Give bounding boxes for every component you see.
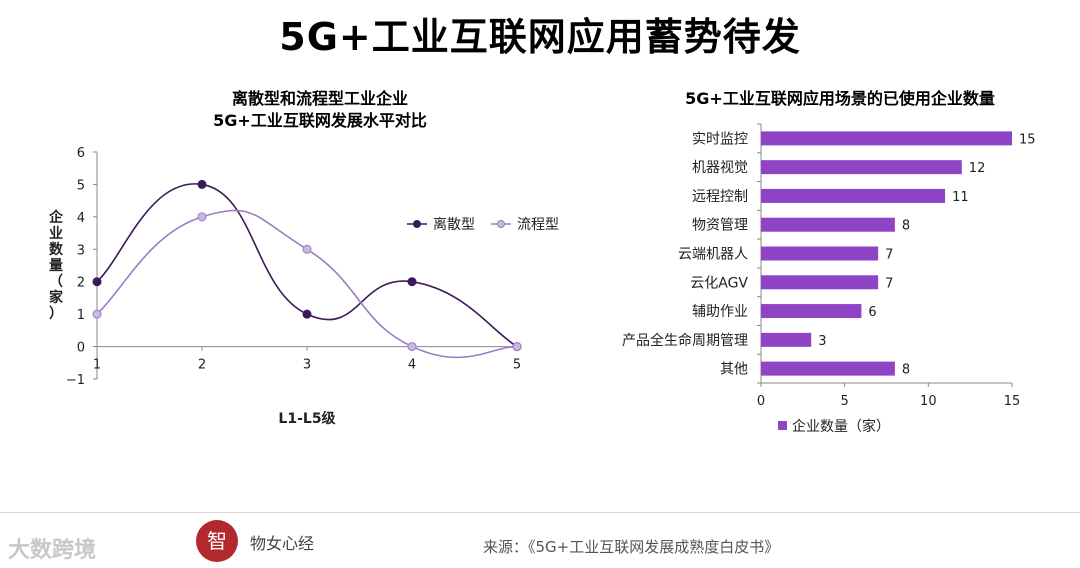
bar-chart-title: 5G+工业互联网应用场景的已使用企业数量	[685, 89, 995, 108]
line-chart-y-tick-label: 6	[77, 146, 85, 161]
page-title: 5G+工业互联网应用蓄势待发	[279, 15, 801, 59]
bar-chart-x-tick-label: 5	[841, 394, 849, 409]
line-series-2-point	[407, 342, 417, 352]
bar-chart-x-tick-label: 10	[920, 394, 937, 409]
bar-value-label: 11	[952, 190, 969, 205]
line-series-2-point	[512, 342, 522, 352]
bar	[761, 304, 862, 319]
line-series-2-point	[92, 309, 102, 319]
bar	[761, 131, 1012, 146]
line-chart-y-axis-label-char: 企	[48, 209, 64, 226]
bar-value-label: 12	[969, 161, 986, 176]
bar-value-label: 7	[885, 248, 893, 263]
bar-category-label: 云化AGV	[690, 275, 748, 291]
line-chart-x-tick-label: 3	[303, 358, 311, 373]
line-series-1-point	[92, 277, 102, 287]
bar-category-label: 物资管理	[692, 218, 748, 234]
bar-legend-swatch	[778, 421, 787, 430]
line-chart-x-tick-label: 1	[93, 358, 101, 373]
bar-category-label: 云端机器人	[678, 247, 748, 263]
bar-value-label: 15	[1019, 132, 1036, 147]
line-chart-y-axis-label-char: 家	[49, 289, 64, 306]
source-note: 来源：《5G+工业互联网发展成熟度白皮书》	[483, 538, 780, 556]
bar-legend-label: 企业数量（家）	[792, 418, 890, 435]
bar	[761, 217, 895, 232]
line-chart-y-axis-label-char: 业	[49, 226, 63, 242]
line-chart-x-axis-label: L1-L5级	[278, 410, 336, 427]
line-chart-x-tick-label: 5	[513, 358, 521, 373]
line-chart-title-line-1: 离散型和流程型工业企业	[231, 89, 408, 108]
brand-logo: 智	[196, 520, 238, 562]
line-series-1-point	[197, 179, 207, 189]
bar-category-label: 其他	[720, 362, 748, 378]
line-chart-y-tick-label: 2	[77, 276, 85, 291]
bar-category-label: 辅助作业	[692, 304, 748, 320]
legend-marker-series-1	[413, 220, 421, 228]
bar-category-label: 远程控制	[692, 189, 748, 205]
line-chart-title-line-2: 5G+工业互联网发展水平对比	[213, 111, 427, 130]
line-chart-x-tick-label: 2	[198, 358, 206, 373]
legend-marker-series-2	[497, 220, 505, 228]
footer-divider	[0, 512, 1080, 513]
bar-value-label: 7	[885, 276, 893, 291]
brand-name: 物女心经	[250, 534, 315, 553]
line-chart-y-tick-label: 4	[77, 211, 85, 226]
bar-chart-x-tick-label: 0	[757, 394, 765, 409]
line-chart-y-tick-label: 5	[77, 178, 85, 193]
line-chart-title: 离散型和流程型工业企业 5G+工业互联网发展水平对比	[120, 88, 520, 132]
line-chart-y-axis-label-char: 数	[49, 241, 64, 258]
line-chart-y-tick-label: 1	[77, 308, 85, 323]
bar	[761, 160, 962, 175]
bar	[761, 361, 895, 376]
bar-category-label: 机器视觉	[692, 160, 748, 176]
bar-value-label: 6	[868, 305, 876, 320]
bar-value-label: 8	[902, 219, 910, 234]
legend-label-series-2: 流程型	[517, 217, 559, 233]
bar-value-label: 8	[902, 363, 910, 378]
line-chart-y-axis-label-char: ）	[49, 306, 63, 322]
line-chart-y-tick-label: 3	[77, 243, 85, 258]
bar-value-label: 3	[818, 334, 826, 349]
line-chart-y-tick-label: −1	[66, 373, 85, 388]
bar	[761, 332, 812, 347]
line-chart-x-tick-label: 4	[408, 358, 416, 373]
line-series-1-line	[96, 183, 518, 348]
bar-category-label: 实时监控	[692, 131, 748, 147]
line-series-2-point	[302, 244, 312, 254]
bar-chart-x-tick-label: 15	[1004, 394, 1021, 409]
line-chart-y-axis-label-char: 量	[49, 258, 63, 274]
bar	[761, 246, 879, 261]
line-series-1-point	[302, 309, 312, 319]
bar	[761, 188, 946, 203]
line-series-1-point	[407, 277, 417, 287]
line-series-2-point	[197, 212, 207, 222]
line-chart-y-tick-label: 0	[77, 341, 85, 356]
bar-category-label: 产品全生命周期管理	[622, 332, 748, 349]
line-chart-y-axis-label-char: （	[49, 274, 63, 290]
watermark: 大数跨境	[8, 538, 97, 563]
bar	[761, 275, 879, 290]
legend-label-series-1: 离散型	[433, 216, 475, 233]
